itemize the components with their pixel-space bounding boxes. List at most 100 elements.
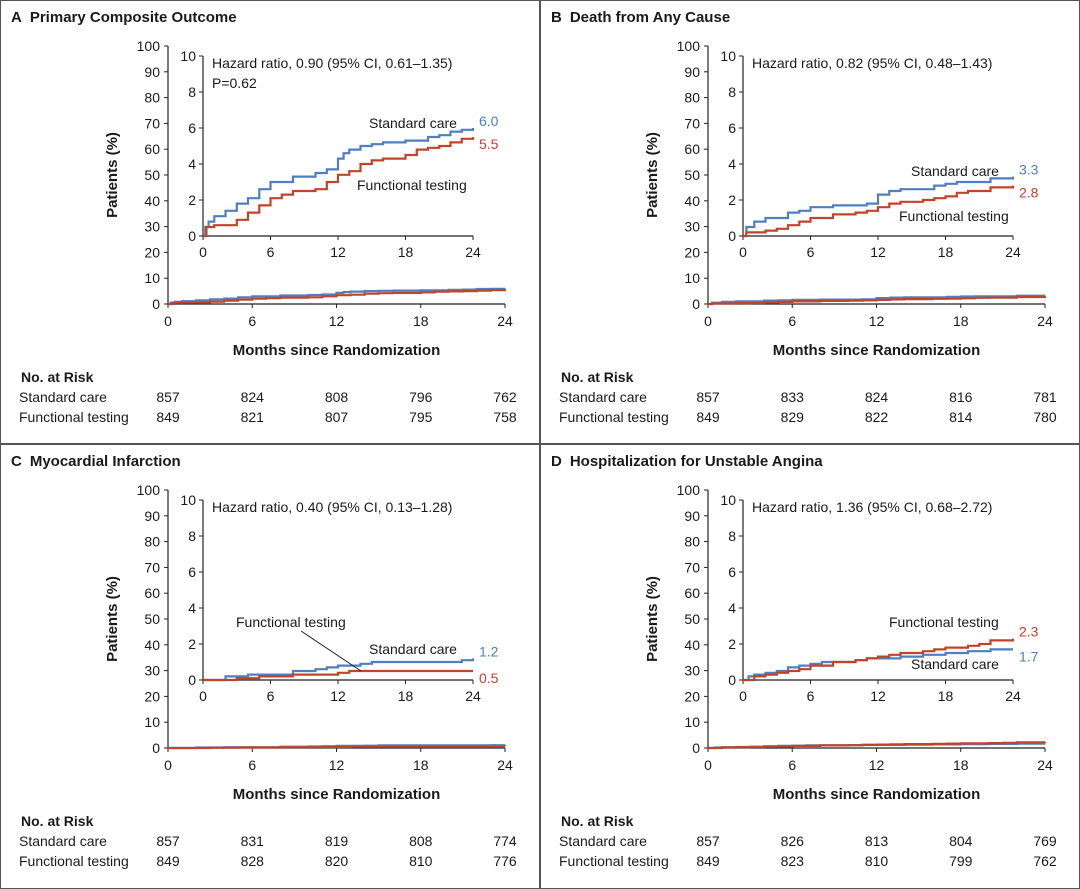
risk-table: No. at Risk Standard care 857 824 808 796 762 F…	[19, 369, 529, 431]
inset-x-tick-label: 18	[938, 244, 954, 260]
main-y-tick-label: 20	[684, 244, 700, 260]
main-y-tick-label: 0	[692, 740, 700, 756]
main-y-tick-label: 100	[137, 482, 161, 498]
series-label-functional: Functional testing	[236, 614, 346, 630]
main-y-tick-label: 20	[684, 688, 700, 704]
inset-y-tick-label: 10	[720, 492, 736, 508]
inset-y-tick-label: 2	[728, 636, 736, 652]
series-label-functional: Functional testing	[889, 614, 999, 630]
main-x-tick-label: 18	[413, 313, 429, 329]
panel-title: C Myocardial Infarction	[11, 453, 181, 470]
risk-count: 762	[1033, 853, 1057, 869]
y-axis-label: Patients (%)	[644, 576, 661, 662]
inset-y-tick-label: 10	[180, 492, 196, 508]
inset-y-tick-label: 6	[728, 120, 736, 136]
risk-row-label: Standard care	[19, 833, 107, 849]
risk-count: 780	[1033, 409, 1057, 425]
panel-letter: C	[11, 453, 22, 470]
main-curve-functional	[168, 289, 507, 306]
inset-x-tick-label: 6	[267, 688, 275, 704]
inset-y-tick-label: 4	[728, 600, 736, 616]
inset-y-tick-label: 4	[728, 156, 736, 172]
risk-count: 829	[780, 409, 804, 425]
risk-count: 762	[493, 389, 517, 405]
x-axis-label: Months since Randomization	[233, 786, 441, 803]
main-x-tick-label: 6	[248, 757, 256, 773]
hazard-ratio-text: Hazard ratio, 0.40 (95% CI, 0.13–1.28)	[212, 499, 452, 515]
main-y-tick-label: 80	[684, 90, 700, 106]
p-value-text: P=0.62	[212, 75, 257, 91]
inset-y-tick-label: 6	[728, 564, 736, 580]
inset-x-tick-label: 24	[465, 244, 481, 260]
panel-title-text: Hospitalization for Unstable Angina	[569, 453, 823, 470]
inset-x-tick-label: 0	[739, 688, 747, 704]
panel-letter: D	[551, 453, 562, 470]
inset-curve-functional	[203, 137, 475, 238]
risk-row-label: Standard care	[559, 389, 647, 405]
inset-x-tick-label: 6	[807, 244, 815, 260]
risk-count: 821	[240, 409, 264, 425]
risk-table-title: No. at Risk	[561, 369, 634, 385]
risk-row-functional: Functional testing 849 821 807 795 758	[19, 409, 529, 427]
risk-count: 857	[156, 833, 180, 849]
main-y-tick-label: 80	[144, 90, 160, 106]
main-y-tick-label: 0	[152, 740, 160, 756]
risk-count: 816	[949, 389, 973, 405]
inset-x-tick-label: 24	[465, 688, 481, 704]
main-y-tick-label: 60	[684, 141, 700, 157]
main-x-tick-label: 24	[497, 313, 513, 329]
inset-y-tick-label: 10	[180, 48, 196, 64]
inset-y-tick-label: 0	[728, 228, 736, 244]
inset-x-tick-label: 0	[199, 688, 207, 704]
risk-count: 828	[240, 853, 264, 869]
inset-y-tick-label: 8	[728, 528, 736, 544]
main-y-tick-label: 10	[144, 270, 160, 286]
main-curve-functional	[708, 741, 1047, 750]
risk-count: 824	[864, 389, 889, 405]
inset-y-tick-label: 6	[188, 120, 196, 136]
inset-background	[743, 492, 1063, 694]
risk-count: 826	[780, 833, 804, 849]
main-curve-functional	[708, 295, 1047, 306]
main-y-tick-label: 70	[144, 559, 160, 575]
main-x-tick-label: 12	[329, 313, 345, 329]
inset-y-tick-label: 0	[188, 672, 196, 688]
main-x-tick-label: 6	[788, 313, 796, 329]
risk-count: 804	[949, 833, 973, 849]
risk-count: 819	[324, 833, 349, 849]
inset-curve-standard	[203, 128, 475, 238]
inset-curve-standard	[203, 658, 475, 682]
inset-x-tick-label: 12	[870, 688, 886, 704]
main-y-tick-label: 30	[144, 219, 160, 235]
risk-count: 857	[156, 389, 180, 405]
inset-x-tick-label: 24	[1005, 688, 1021, 704]
risk-count: 774	[493, 833, 517, 849]
inset-y-tick-label: 8	[188, 528, 196, 544]
risk-count: 849	[156, 853, 180, 869]
risk-count: 769	[1033, 833, 1057, 849]
main-y-tick-label: 0	[152, 296, 160, 312]
inset-y-tick-label: 2	[188, 636, 196, 652]
end-value-label-standard: 1.2	[479, 643, 499, 659]
risk-row-label: Standard care	[559, 833, 647, 849]
risk-table: No. at Risk Standard care 857 831 819 808 774 F…	[19, 813, 529, 875]
inset-x-tick-label: 18	[398, 688, 414, 704]
x-axis-label: Months since Randomization	[773, 342, 981, 359]
x-axis-label: Months since Randomization	[773, 786, 981, 803]
inset-background	[743, 48, 1063, 250]
end-value-label-functional: 2.3	[1019, 624, 1039, 640]
panel-d: D Hospitalization for Unstable Angina 0 10 2…	[540, 444, 1080, 889]
panel-a: A Primary Composite Outcome 0 10 20 30 40 50 60 7…	[0, 0, 540, 444]
risk-count: 799	[949, 853, 973, 869]
label-pointer-line	[300, 630, 362, 672]
x-axis-label: Months since Randomization	[233, 342, 441, 359]
risk-count: 758	[493, 409, 517, 425]
main-x-tick-label: 24	[1037, 757, 1053, 773]
inset-x-tick-label: 0	[739, 244, 747, 260]
main-y-tick-label: 90	[684, 508, 700, 524]
inset-x-tick-label: 12	[870, 244, 886, 260]
risk-row-functional: Functional testing 849 829 822 814 780	[559, 409, 1069, 427]
panel-b: B Death from Any Cause 0 10 20 30 40 50 60 70 80 90…	[540, 0, 1080, 444]
risk-table-title: No. at Risk	[21, 369, 94, 385]
